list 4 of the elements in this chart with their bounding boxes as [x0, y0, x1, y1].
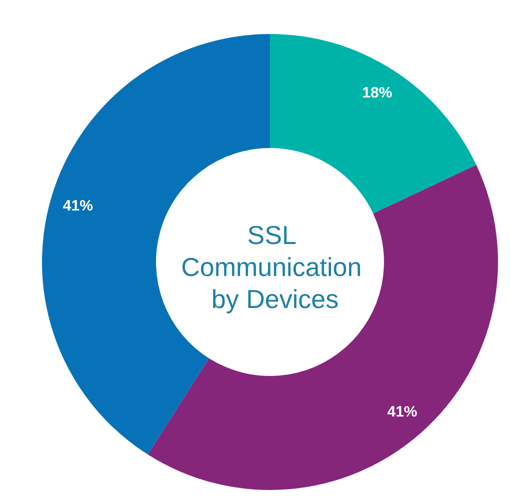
data-label: 41% [387, 404, 418, 421]
data-label: 18% [362, 84, 392, 102]
text: SSL Communication by Devices [181, 220, 369, 314]
data-label: 41% [62, 198, 93, 215]
